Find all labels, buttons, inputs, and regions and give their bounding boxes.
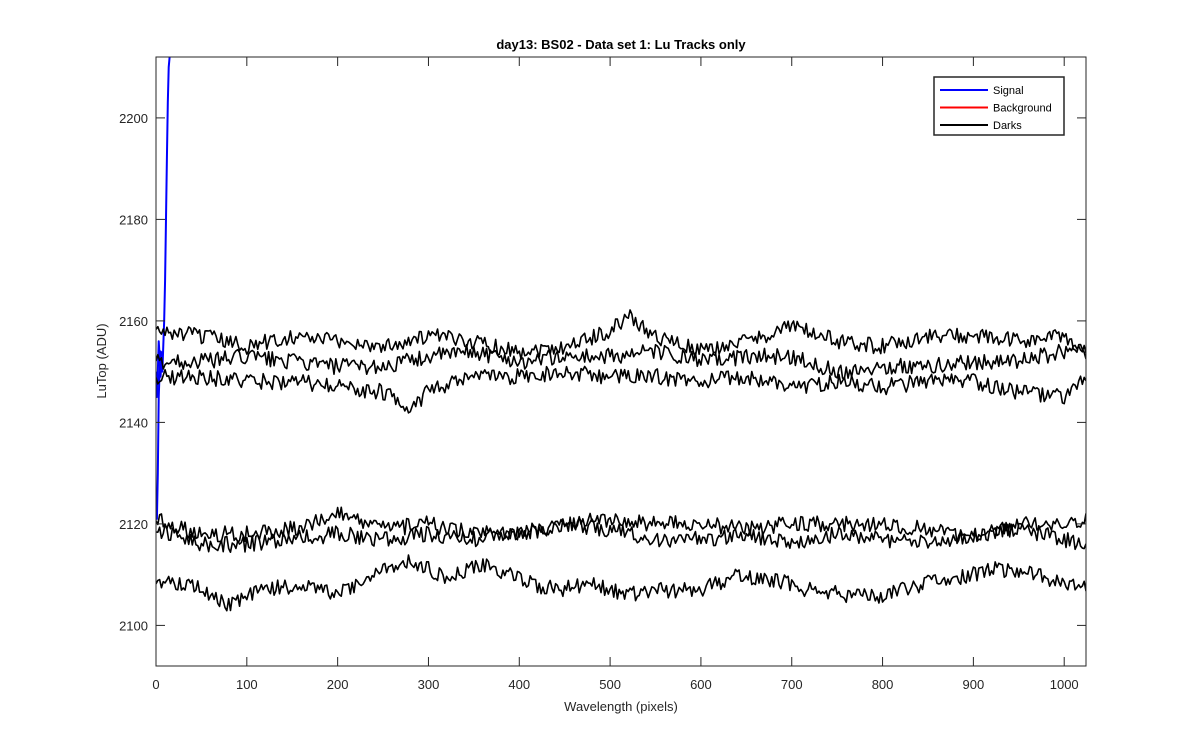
- darks-series-line: [156, 516, 1086, 554]
- x-tick-label: 500: [599, 677, 621, 692]
- legend-label: Background: [993, 103, 1052, 115]
- x-tick-label: 1000: [1050, 677, 1079, 692]
- x-tick-label: 900: [963, 677, 985, 692]
- y-tick-label: 2120: [119, 517, 148, 532]
- darks-series-line: [156, 506, 1086, 545]
- x-tick-label: 100: [236, 677, 258, 692]
- darks-series-line: [156, 309, 1086, 361]
- x-axis-label: Wavelength (pixels): [564, 699, 678, 714]
- y-tick-label: 2140: [119, 415, 148, 430]
- y-tick-label: 2180: [119, 212, 148, 227]
- y-tick-label: 2200: [119, 111, 148, 126]
- legend-label: Darks: [993, 120, 1022, 132]
- x-tick-label: 300: [418, 677, 440, 692]
- axes-box: [155, 56, 1087, 667]
- x-tick-label: 700: [781, 677, 803, 692]
- darks-series-line: [156, 554, 1086, 612]
- y-tick-label: 2100: [119, 618, 148, 633]
- darks-series-line: [156, 365, 1086, 414]
- x-tick-label: 200: [327, 677, 349, 692]
- series-layer: [156, 57, 1086, 612]
- darks-series-line: [156, 343, 1086, 380]
- y-axis: 2100 2120 2140 2160 2180 2200: [119, 111, 1086, 633]
- legend-label: Signal: [993, 85, 1024, 97]
- x-tick-label: 800: [872, 677, 894, 692]
- y-axis-label: LuTop (ADU): [94, 323, 109, 398]
- signal-series-line: [156, 57, 171, 520]
- plot-area: [156, 57, 1086, 612]
- chart-title: day13: BS02 - Data set 1: Lu Tracks only: [496, 37, 746, 52]
- x-tick-label: 0: [152, 677, 159, 692]
- x-tick-label: 600: [690, 677, 712, 692]
- x-axis: 0 100 200 300 400 500 600 700 800 900 1000: [152, 57, 1079, 692]
- x-tick-label: 400: [508, 677, 530, 692]
- legend: Signal Background Darks: [933, 76, 1065, 136]
- y-tick-label: 2160: [119, 314, 148, 329]
- signal-series-line: [156, 340, 164, 399]
